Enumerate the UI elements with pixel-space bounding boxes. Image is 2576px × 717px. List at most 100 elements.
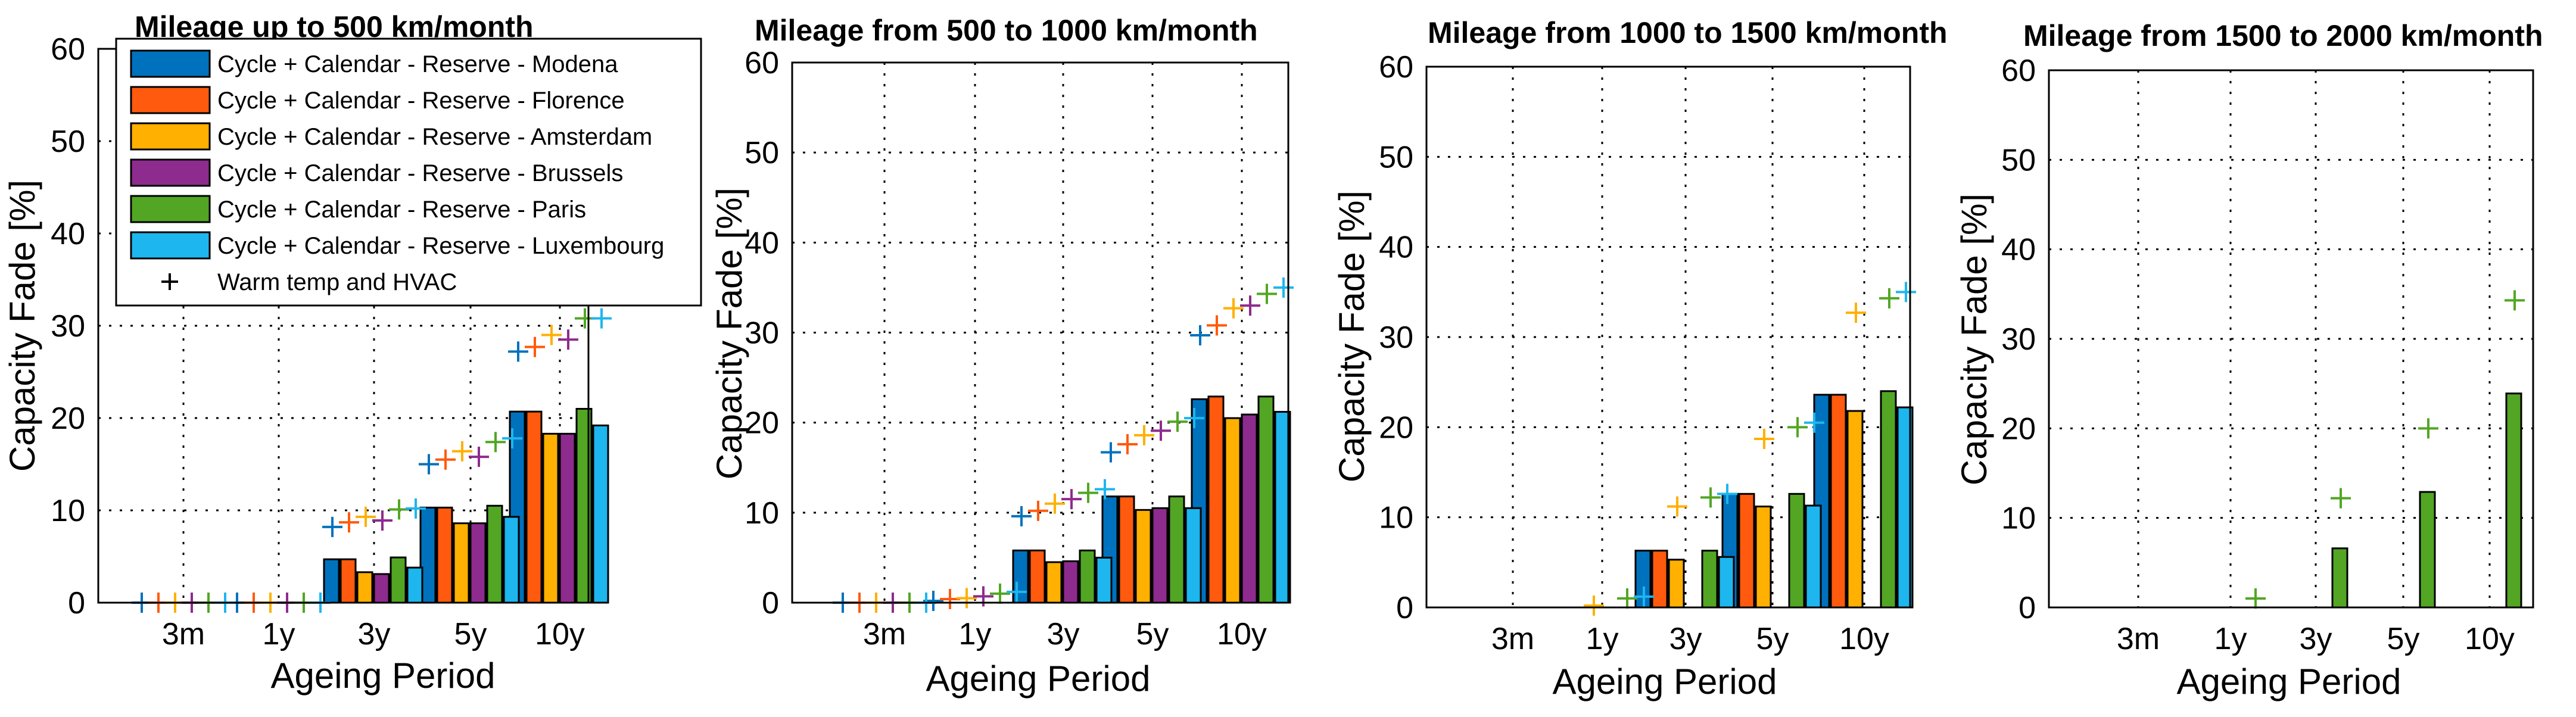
bar-5y-s5 [486, 504, 503, 604]
bar-3y-s3 [1045, 561, 1063, 604]
hvac-marker [1117, 434, 1138, 454]
hvac-marker [591, 308, 612, 329]
hvac-marker [1634, 586, 1654, 607]
bar-5y-s4 [469, 522, 487, 604]
y-tick-label: 10 [745, 496, 779, 531]
x-tick-label: 3m [162, 617, 205, 651]
x-tick-label: 10y [535, 617, 585, 651]
bar-3y-s3 [356, 571, 373, 604]
x-tick-label: 10y [1217, 617, 1267, 651]
hvac-marker [1896, 282, 1916, 303]
legend-label: Cycle + Calendar - Reserve - Paris [217, 197, 586, 223]
x-tick-label: 3y [1047, 617, 1080, 651]
hvac-marker [1273, 277, 1294, 298]
hvac-marker [372, 510, 393, 531]
bar-10y-s4 [1241, 413, 1258, 604]
hvac-marker [469, 447, 489, 467]
x-tick-label: 1y [1586, 622, 1619, 656]
bar-3y-s1 [1012, 549, 1029, 604]
x-axis-label: Ageing Period [1553, 662, 1777, 702]
hvac-marker [406, 498, 426, 519]
y-tick-label: 10 [51, 494, 85, 528]
y-axis-label: Capacity Fade [%] [709, 188, 749, 479]
hvac-marker [2245, 588, 2266, 609]
hvac-marker [1667, 496, 1687, 517]
panel-3: 0 10 20 30 40 50 60 3m 1y 3y 5y 10y Mileage from 100… [1332, 16, 1948, 702]
x-tick-label: 1y [2214, 622, 2247, 656]
bar-5y-s3 [453, 522, 470, 604]
y-tick-label: 20 [2001, 412, 2036, 446]
bar-10y-s3 [1846, 410, 1864, 609]
legend-swatch-s4 [130, 158, 211, 187]
hvac-marker [322, 516, 342, 537]
bar-3y-s5 [1079, 549, 1096, 604]
y-tick-label: 30 [51, 309, 85, 344]
hvac-marker [1240, 295, 1260, 316]
x-tick-label: 3m [2117, 622, 2160, 656]
x-axis-label: Ageing Period [271, 656, 496, 696]
y-tick-label: 60 [1379, 50, 1413, 85]
y-tick-label: 0 [68, 586, 85, 621]
bar-10y-s5 [1880, 390, 1897, 609]
y-tick-label: 30 [745, 316, 779, 351]
bar-10y-s2 [1830, 394, 1847, 609]
hvac-marker [1007, 581, 1027, 602]
legend-label: Cycle + Calendar - Reserve - Luxembourg [217, 233, 664, 259]
hvac-marker [452, 441, 472, 462]
bar-10y-s3 [542, 432, 559, 604]
bar-5y-s2 [1118, 495, 1135, 604]
hvac-marker [1754, 429, 1774, 450]
hvac-marker [1101, 442, 1121, 463]
axes-frame [1425, 66, 1911, 609]
bar-3y-s2 [1029, 549, 1046, 604]
x-tick-label: 5y [2387, 622, 2420, 656]
x-axis-label: Ageing Period [2177, 662, 2401, 702]
bar-3y-s6 [406, 566, 423, 604]
bar-5y-s5 [1168, 495, 1185, 604]
bar-5y-s6 [1185, 507, 1202, 604]
legend-label: Cycle + Calendar - Reserve - Brussels [217, 160, 623, 186]
hvac-marker [1134, 425, 1154, 445]
legend-label: Cycle + Calendar - Reserve - Amsterdam [217, 124, 652, 150]
x-tick-label: 10y [1839, 622, 1889, 656]
bar-3y-s5 [390, 556, 407, 604]
x-tick-label: 10y [2465, 622, 2515, 656]
hvac-marker [1617, 588, 1637, 609]
bar-3y-s1 [1634, 550, 1652, 609]
y-tick-label: 40 [745, 226, 779, 260]
bar-5y-s6 [1805, 504, 1822, 609]
legend-swatch-s1 [130, 49, 211, 78]
x-tick-label: 3m [863, 617, 906, 651]
x-tick-label: 1y [263, 617, 295, 651]
hvac-marker [2418, 418, 2438, 439]
legend-swatch-s2 [130, 86, 211, 114]
x-tick-label: 1y [959, 617, 992, 651]
bar-10y-s5 [2505, 392, 2522, 609]
bar-3y-s2 [339, 558, 357, 604]
bar-5y-s2 [1738, 492, 1755, 609]
x-tick-label: 3y [1669, 622, 1702, 656]
y-tick-label: 20 [1379, 410, 1413, 445]
y-axis-label: Capacity Fade [%] [1954, 194, 1994, 485]
bar-10y-s2 [525, 410, 543, 604]
y-tick-label: 10 [1379, 501, 1413, 535]
bar-10y-s4 [559, 432, 576, 604]
bar-5y-s2 [436, 506, 453, 604]
hvac-marker [2505, 290, 2525, 311]
hvac-marker [957, 588, 977, 609]
hvac-marker [1061, 489, 1082, 510]
y-tick-label: 0 [762, 586, 779, 621]
hvac-marker [508, 341, 528, 362]
hvac-marker [558, 329, 578, 350]
bar-5y-s3 [1755, 506, 1772, 609]
axes-frame [2048, 69, 2534, 609]
y-tick-label: 60 [745, 46, 779, 80]
legend-swatch-s3 [130, 122, 211, 151]
x-tick-label: 5y [1756, 622, 1789, 656]
bar-3y-s5 [2331, 547, 2348, 609]
hvac-marker [1584, 595, 1604, 616]
bar-3y-s1 [323, 558, 340, 604]
bar-3y-s4 [1062, 560, 1079, 604]
hvac-marker [1700, 487, 1721, 508]
